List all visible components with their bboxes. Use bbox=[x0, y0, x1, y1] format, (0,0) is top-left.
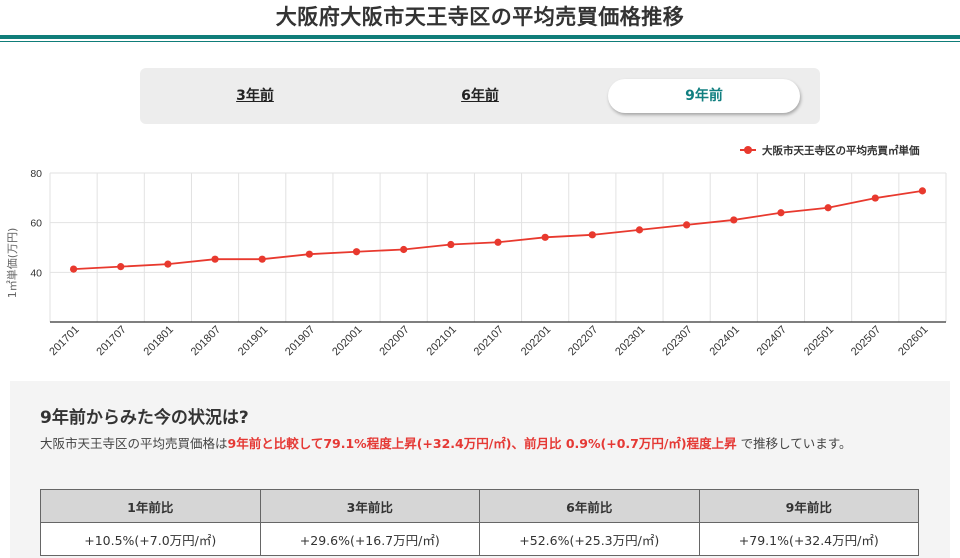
data-point[interactable] bbox=[635, 226, 644, 234]
table-row: +10.5%(+7.0万円/㎡) +29.6%(+16.7万円/㎡) +52.6… bbox=[40, 522, 919, 556]
x-tick-label: 202501 bbox=[802, 324, 836, 358]
data-point[interactable] bbox=[871, 194, 879, 202]
x-tick-label: 201901 bbox=[236, 324, 270, 358]
summary-text: 大阪市天王寺区の平均売買価格は9年前と比較して79.1%程度上昇(+32.4万円… bbox=[40, 432, 920, 455]
summary-text-prefix: 大阪市天王寺区の平均売買価格は bbox=[40, 436, 228, 451]
data-point[interactable] bbox=[400, 245, 408, 254]
tab-9-years[interactable]: 9年前 bbox=[608, 79, 800, 113]
y-tick-label: 40 bbox=[30, 267, 42, 279]
line-chart: 1㎡単価(万円) 40 60 80 201701 201707 201801 201807 2… bbox=[0, 160, 960, 380]
data-point[interactable] bbox=[117, 263, 125, 271]
x-tick-label: 202507 bbox=[849, 324, 883, 358]
x-tick-label: 202301 bbox=[613, 324, 647, 358]
x-tick-label: 201907 bbox=[283, 324, 317, 358]
comparison-table: 1年前比 3年前比 6年前比 9年前比 +10.5%(+7.0万円/㎡) +29… bbox=[40, 489, 919, 556]
x-tick-label: 202307 bbox=[660, 324, 694, 358]
data-point[interactable] bbox=[305, 250, 313, 258]
header-6-years: 6年前比 bbox=[479, 489, 700, 523]
data-point[interactable] bbox=[447, 240, 455, 249]
x-tick-label: 202207 bbox=[566, 324, 600, 358]
summary-panel: 9年前からみた今の状況は? 大阪市天王寺区の平均売買価格は9年前と比較して79.… bbox=[10, 381, 950, 558]
data-point[interactable] bbox=[588, 231, 596, 239]
data-point[interactable] bbox=[683, 221, 691, 229]
data-point[interactable] bbox=[494, 238, 502, 246]
value-1-year: +10.5%(+7.0万円/㎡) bbox=[40, 522, 261, 556]
data-point[interactable] bbox=[541, 233, 549, 241]
title-underline-thick bbox=[0, 35, 960, 39]
data-point[interactable] bbox=[211, 255, 219, 263]
table-header-row: 1年前比 3年前比 6年前比 9年前比 bbox=[40, 489, 919, 523]
data-point[interactable] bbox=[777, 209, 785, 217]
x-tick-label: 202201 bbox=[519, 324, 553, 358]
x-tick-label: 201707 bbox=[94, 324, 128, 358]
legend-line-marker-icon bbox=[740, 145, 756, 155]
header-9-years: 9年前比 bbox=[698, 489, 919, 523]
x-tick-label: 201701 bbox=[47, 324, 81, 358]
period-tabs: 3年前 6年前 9年前 bbox=[140, 68, 820, 124]
title-underline-thin bbox=[0, 41, 960, 42]
x-tick-label: 202101 bbox=[425, 324, 459, 358]
value-3-years: +29.6%(+16.7万円/㎡) bbox=[259, 522, 480, 556]
x-tick-label: 202107 bbox=[472, 324, 506, 358]
data-point[interactable] bbox=[164, 260, 172, 268]
chart-legend[interactable]: 大阪市天王寺区の平均売買㎡単価 bbox=[740, 142, 920, 158]
y-tick-label: 80 bbox=[30, 168, 42, 180]
data-point[interactable] bbox=[258, 255, 266, 263]
x-tick-label: 202407 bbox=[755, 324, 789, 358]
x-tick-label: 202007 bbox=[377, 324, 411, 358]
tab-6-years[interactable]: 6年前 bbox=[461, 88, 499, 104]
chart-plot-area: 40 60 80 201701 201707 201801 201807 201901 2019… bbox=[30, 168, 947, 358]
x-tick-label: 202401 bbox=[707, 324, 741, 358]
legend-label: 大阪市天王寺区の平均売買㎡単価 bbox=[762, 144, 920, 157]
x-tick-label: 202601 bbox=[896, 324, 930, 358]
value-9-years: +79.1%(+32.4万円/㎡) bbox=[698, 522, 919, 556]
summary-title: 9年前からみた今の状況は? bbox=[40, 408, 249, 428]
summary-text-suffix: で推移しています。 bbox=[736, 436, 852, 451]
data-point[interactable] bbox=[918, 187, 927, 195]
y-tick-label: 60 bbox=[30, 218, 42, 230]
tab-3-years[interactable]: 3年前 bbox=[236, 88, 274, 104]
y-axis-label: 1㎡単価(万円) bbox=[6, 227, 19, 299]
x-tick-label: 201801 bbox=[142, 324, 176, 358]
data-point[interactable] bbox=[69, 265, 78, 273]
data-point[interactable] bbox=[824, 204, 832, 212]
value-6-years: +52.6%(+25.3万円/㎡) bbox=[479, 522, 700, 556]
header-3-years: 3年前比 bbox=[259, 489, 480, 523]
series-line bbox=[73, 189, 923, 271]
summary-text-highlight: 9年前と比較して79.1%程度上昇(+32.4万円/㎡)、前月比 0.9%(+0… bbox=[227, 436, 737, 451]
data-point[interactable] bbox=[730, 216, 738, 224]
x-tick-label: 202001 bbox=[330, 324, 364, 358]
page-title: 大阪府大阪市天王寺区の平均売買価格推移 bbox=[275, 5, 685, 29]
data-point[interactable] bbox=[352, 248, 361, 256]
header-1-year: 1年前比 bbox=[40, 489, 261, 523]
x-tick-label: 201807 bbox=[189, 324, 223, 358]
